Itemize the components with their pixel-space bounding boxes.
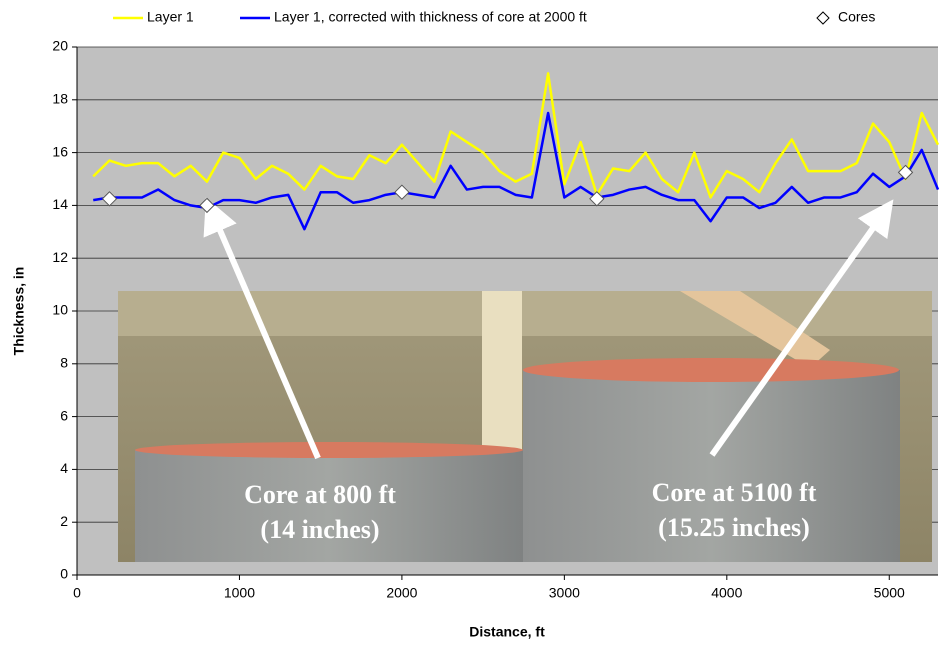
y-tick-label: 0: [60, 566, 68, 582]
x-tick-label: 1000: [224, 585, 255, 601]
series-line: [93, 111, 940, 231]
x-tick-label: 2000: [386, 585, 417, 601]
x-axis-label: Distance, ft: [469, 624, 545, 640]
y-tick-label: 2: [60, 513, 68, 529]
legend-label: Cores: [838, 9, 875, 25]
core-marker: [897, 164, 914, 181]
annotation: Core at 5100 ft: [652, 478, 817, 507]
y-tick-label: 10: [52, 302, 68, 318]
core-marker: [394, 184, 410, 200]
legend-label: Layer 1, corrected with thickness of cor…: [274, 9, 587, 25]
y-tick-label: 6: [60, 407, 68, 423]
core-marker: [589, 191, 605, 207]
y-tick-label: 12: [52, 249, 68, 265]
core-marker: [199, 197, 215, 214]
x-tick-label: 3000: [549, 585, 580, 601]
legend-swatch: [816, 11, 830, 25]
y-tick-label: 8: [60, 355, 68, 371]
core-marker: [101, 191, 118, 207]
y-tick-label: 4: [60, 460, 68, 476]
annotation: Core at 800 ft: [244, 480, 396, 509]
legend-label: Layer 1: [147, 9, 194, 25]
y-axis-label: Thickness, in: [11, 267, 27, 356]
annotation: (14 inches): [260, 515, 379, 544]
y-tick-label: 18: [52, 91, 68, 107]
core-photo: [118, 197, 932, 562]
annotation: (15.25 inches): [658, 513, 810, 542]
x-tick-label: 4000: [711, 585, 742, 601]
x-tick-label: 0: [73, 585, 81, 601]
series-line: [92, 72, 940, 199]
y-tick-label: 14: [52, 196, 68, 212]
y-tick-label: 20: [52, 38, 68, 54]
y-tick-label: 16: [52, 143, 68, 159]
x-tick-label: 5000: [874, 585, 905, 601]
